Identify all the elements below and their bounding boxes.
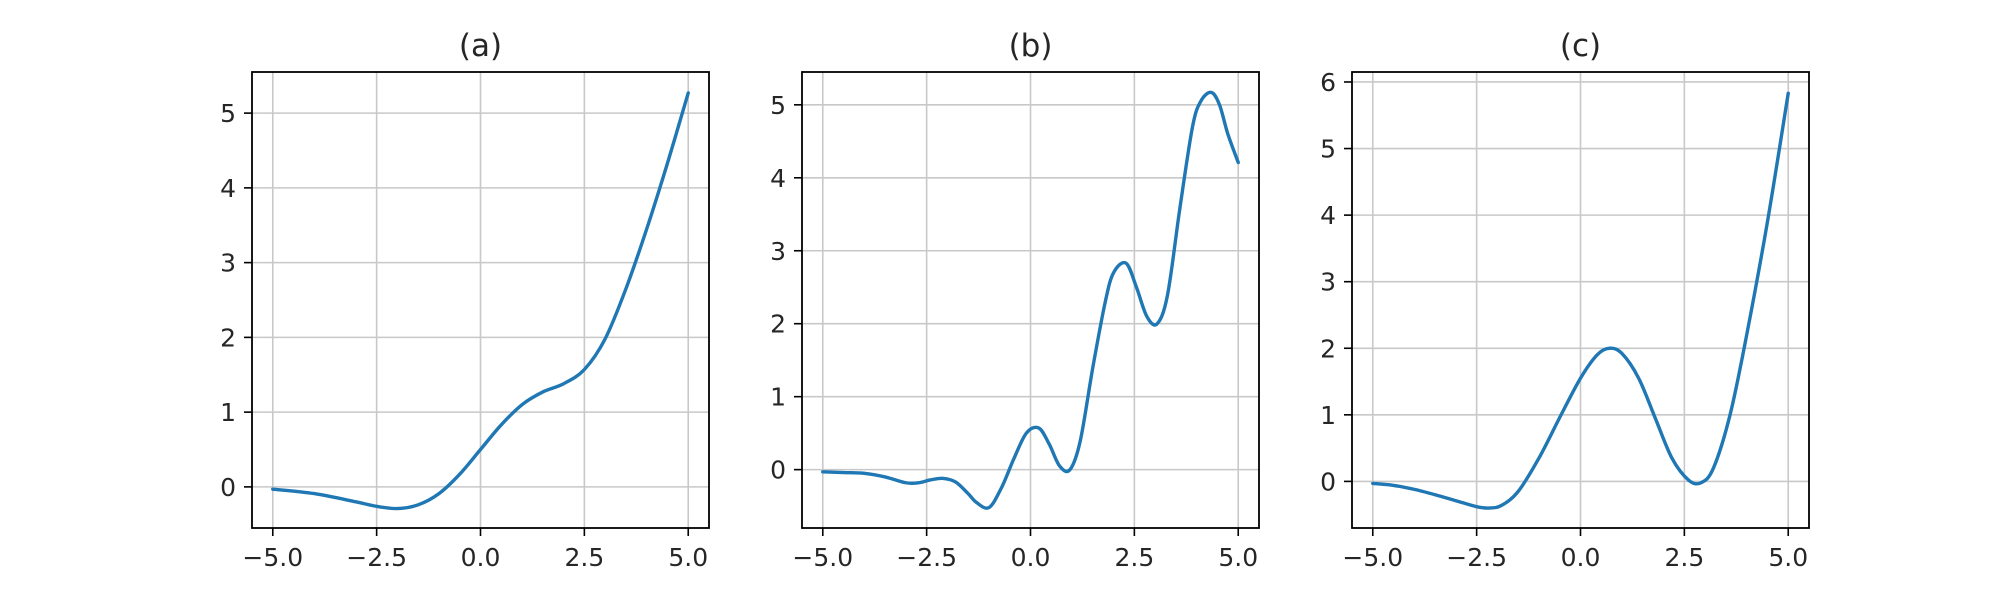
y-tick-label: 3 xyxy=(770,237,786,266)
x-tick-label: 5.0 xyxy=(1218,543,1258,572)
y-tick-label: 5 xyxy=(1320,135,1336,164)
y-tick-label: 0 xyxy=(220,473,236,502)
y-tick-label: 5 xyxy=(770,91,786,120)
x-tick-label: 5.0 xyxy=(668,543,708,572)
x-tick-label: 5.0 xyxy=(1768,543,1808,572)
y-tick-label: 4 xyxy=(1320,201,1336,230)
subplot-a: −5.0 −2.5 0.0 2.5 5.0 0 1 2 3 4 5 (a) xyxy=(220,28,710,572)
series-line-a xyxy=(271,91,690,511)
y-tick-label: 5 xyxy=(220,99,236,128)
y-tick-label: 0 xyxy=(770,456,786,485)
y-tick-label: 4 xyxy=(770,164,786,193)
subplot-c: −5.0 −2.5 0.0 2.5 5.0 0 1 2 3 4 5 6 (c) xyxy=(1320,28,1810,572)
x-tick-label: −2.5 xyxy=(896,543,957,572)
x-tick-label: 2.5 xyxy=(564,543,604,572)
y-tick-label: 1 xyxy=(220,398,236,427)
subplot-b: −5.0 −2.5 0.0 2.5 5.0 0 1 2 3 4 5 (b) xyxy=(770,28,1260,572)
y-tick-label: 2 xyxy=(220,323,236,352)
subplot-title: (a) xyxy=(459,28,502,64)
x-tick-label: −2.5 xyxy=(1446,543,1507,572)
subplot-title: (b) xyxy=(1009,28,1053,64)
x-tick-label: −5.0 xyxy=(792,543,853,572)
subplot-title: (c) xyxy=(1560,28,1601,64)
x-tick-label: 0.0 xyxy=(1561,543,1601,572)
x-tick-label: 2.5 xyxy=(1664,543,1704,572)
x-tick-label: 0.0 xyxy=(461,543,501,572)
x-tick-label: −5.0 xyxy=(242,543,303,572)
y-tick-label: 2 xyxy=(1320,334,1336,363)
y-tick-label: 2 xyxy=(770,310,786,339)
y-tick-label: 6 xyxy=(1320,68,1336,97)
x-tick-label: −2.5 xyxy=(346,543,407,572)
y-tick-label: 1 xyxy=(770,383,786,412)
y-tick-label: 0 xyxy=(1320,467,1336,496)
y-tick-label: 3 xyxy=(220,249,236,278)
y-tick-label: 1 xyxy=(1320,401,1336,430)
x-tick-label: 0.0 xyxy=(1011,543,1051,572)
series-line-c xyxy=(1371,91,1790,510)
x-tick-label: −5.0 xyxy=(1342,543,1403,572)
y-tick-label: 4 xyxy=(220,174,236,203)
x-tick-label: 2.5 xyxy=(1114,543,1154,572)
series-line-b xyxy=(821,90,1240,510)
y-tick-label: 3 xyxy=(1320,268,1336,297)
